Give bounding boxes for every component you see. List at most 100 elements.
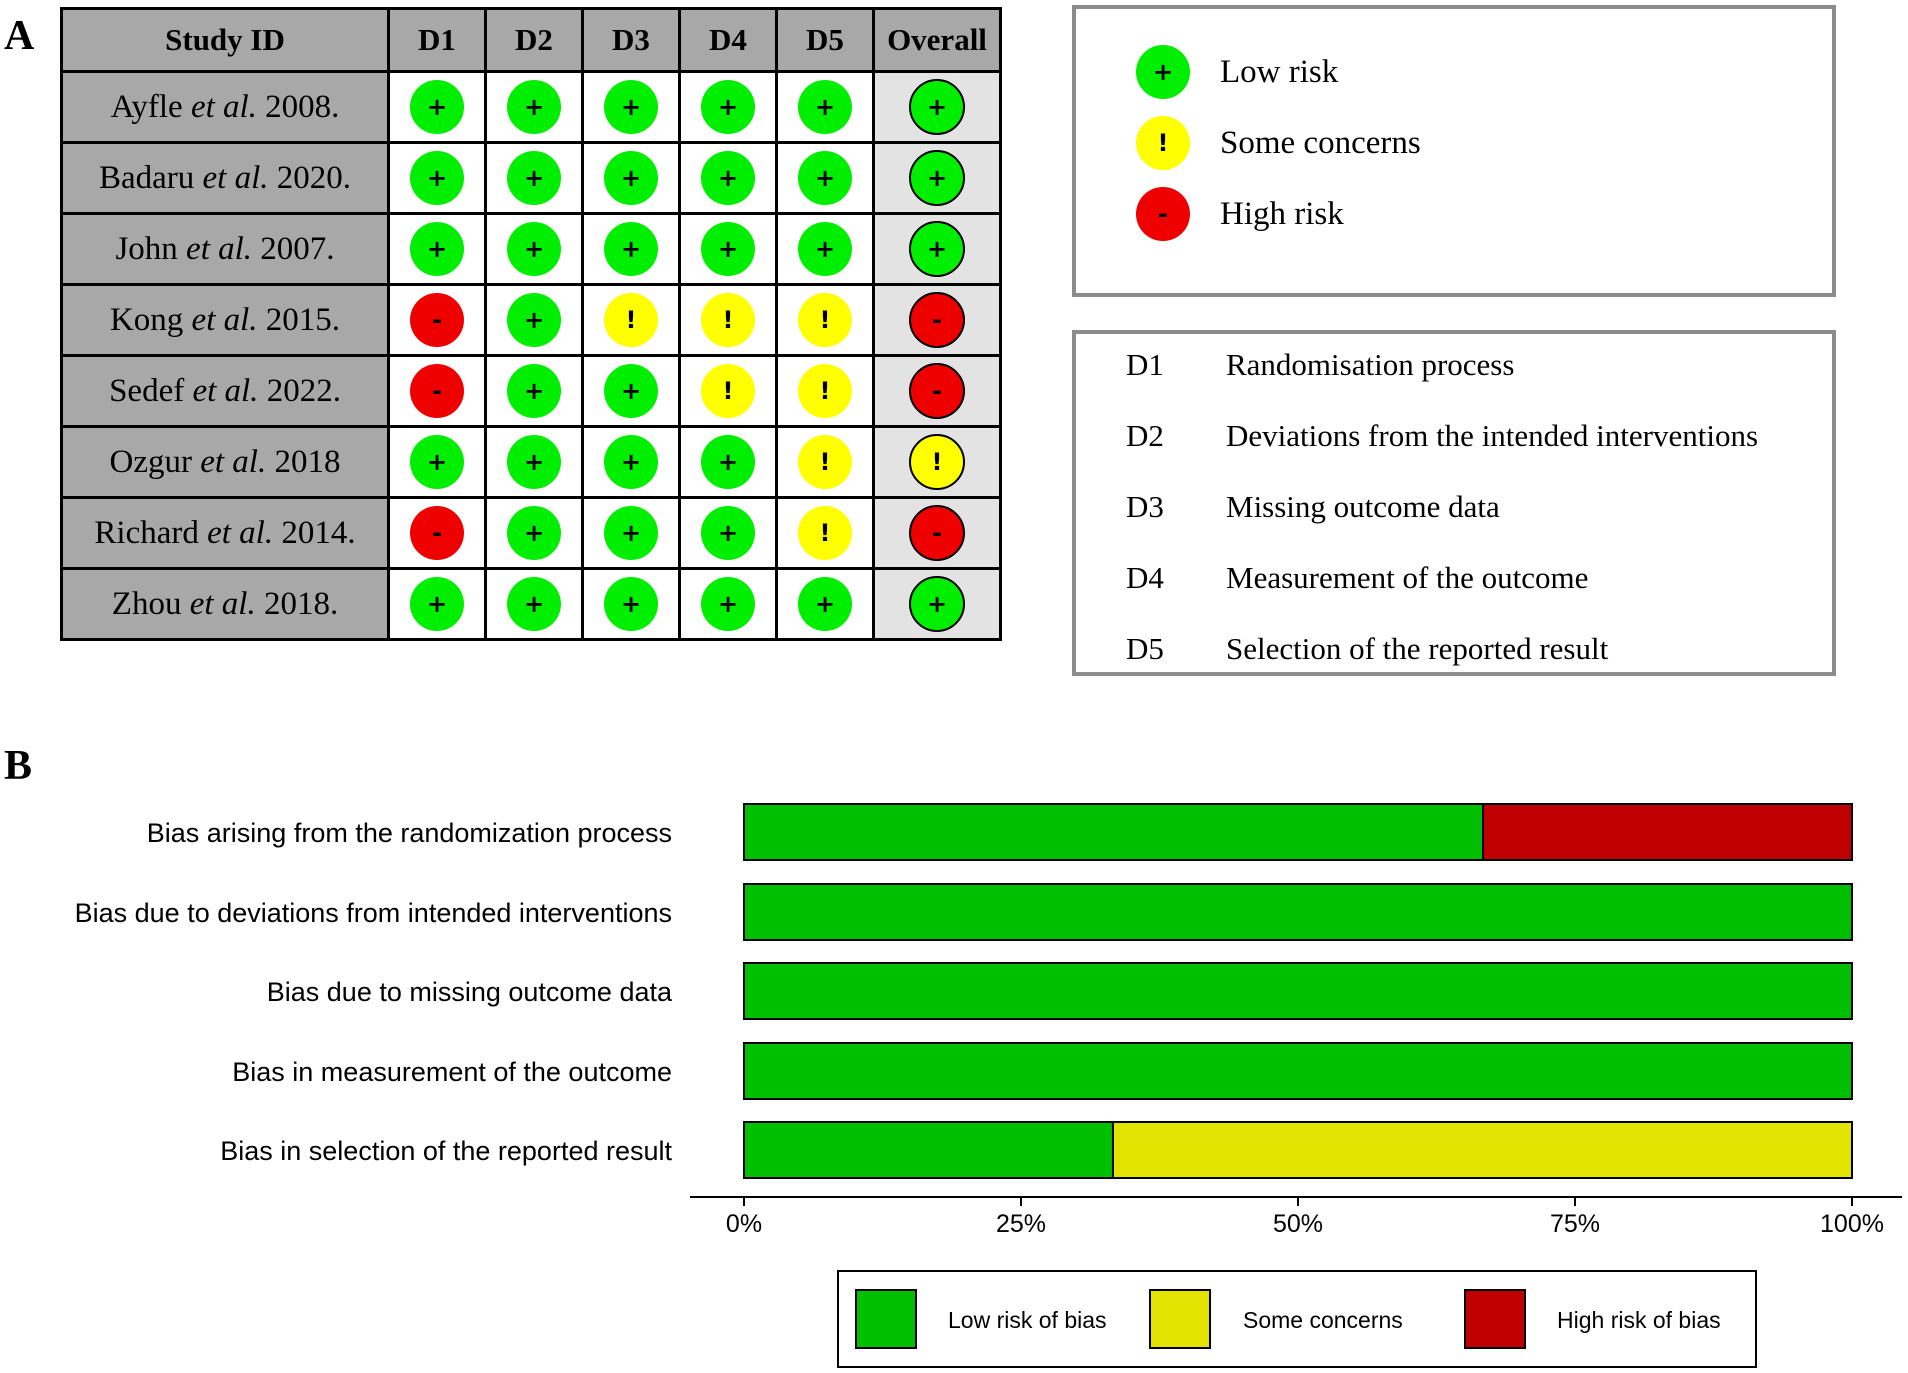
header-d3: D3	[581, 7, 681, 73]
x-tick-label: 0%	[726, 1210, 762, 1238]
domain-item-d4: D4 Measurement of the outcome	[1126, 560, 1588, 596]
judgment-cell-d1: +	[387, 70, 487, 144]
judgment-cell-d4: +	[678, 496, 778, 570]
judgment-cell-d1: +	[387, 567, 487, 641]
category-label: Bias in measurement of the outcome	[232, 1057, 672, 1087]
legend-label-some-concerns: Some concerns	[1220, 124, 1421, 161]
x-tick-label: 25%	[996, 1210, 1046, 1238]
judgment-icon: +	[701, 506, 755, 560]
judgment-icon: +	[410, 435, 464, 489]
judgment-icon: !	[798, 364, 852, 418]
study-etal: et al.	[189, 585, 256, 622]
judgment-icon: +	[701, 151, 755, 205]
judgment-icon: +	[507, 364, 561, 418]
domain-code: D5	[1126, 631, 1164, 666]
legend-label: Some concerns	[1243, 1307, 1403, 1333]
legend-label-high-risk: High risk	[1220, 195, 1344, 232]
judgment-cell-d4: +	[678, 425, 778, 499]
judgment-icon: !	[798, 293, 852, 347]
study-author: Ozgur	[109, 443, 201, 480]
some-concerns-icon: !	[1136, 116, 1190, 170]
study-year: 2015.	[257, 301, 341, 338]
judgment-cell-d5: +	[775, 70, 875, 144]
table-row: Badaru et al. 2020. + + + + + +	[60, 141, 1002, 215]
bar-segment	[743, 1121, 1114, 1179]
judgment-cell-d5: +	[775, 141, 875, 215]
judgment-cell-d4: +	[678, 212, 778, 286]
judgment-cell-d2: +	[484, 354, 584, 428]
x-tick-label: 100%	[1820, 1210, 1884, 1238]
judgment-cell-d1: +	[387, 212, 487, 286]
x-tick-label: 75%	[1550, 1210, 1600, 1238]
judgment-cell-d3: +	[581, 496, 681, 570]
overall-judgment-icon: +	[909, 79, 965, 135]
judgment-icon: !	[604, 293, 658, 347]
judgment-cell-d5: !	[775, 354, 875, 428]
overall-cell: -	[872, 283, 1002, 357]
judgment-cell-d1: -	[387, 354, 487, 428]
legend-swatch	[1149, 1289, 1211, 1349]
legend-item-high-risk: - High risk	[1136, 187, 1344, 241]
study-id-cell: Ayfle et al. 2008.	[60, 70, 390, 144]
table-header-row: Study ID D1 D2 D3 D4 D5 Overall	[60, 7, 1002, 73]
legend-item-some-concerns: ! Some concerns	[1136, 116, 1421, 170]
table-row: Kong et al. 2015. - +!!! -	[60, 283, 1002, 357]
judgment-cell-d4: !	[678, 283, 778, 357]
study-id-cell: Sedef et al. 2022.	[60, 354, 390, 428]
overall-judgment-icon: -	[909, 292, 965, 348]
judgment-legend: + Low risk ! Some concerns - High risk	[1072, 5, 1836, 297]
judgment-cell-d2: +	[484, 283, 584, 357]
overall-judgment-icon: +	[909, 576, 965, 632]
judgment-icon: +	[507, 222, 561, 276]
study-etal: et al.	[207, 514, 274, 551]
table-row: Richard et al. 2014. - + + +! -	[60, 496, 1002, 570]
judgment-icon: +	[604, 577, 658, 631]
judgment-cell-d3: +	[581, 70, 681, 144]
legend-swatch	[855, 1289, 917, 1349]
domain-label: Measurement of the outcome	[1226, 560, 1589, 595]
judgment-cell-d5: +	[775, 212, 875, 286]
study-author: John	[115, 230, 187, 267]
judgment-icon: +	[604, 80, 658, 134]
judgment-icon: +	[701, 577, 755, 631]
judgment-cell-d2: +	[484, 425, 584, 499]
header-study-id: Study ID	[60, 7, 390, 73]
judgment-icon: !	[798, 506, 852, 560]
legend-swatch	[1464, 1289, 1526, 1349]
judgment-icon: +	[507, 293, 561, 347]
judgment-icon: -	[410, 506, 464, 560]
study-etal: et al.	[186, 230, 253, 267]
judgment-cell-d3: +	[581, 212, 681, 286]
domain-item-d5: D5 Selection of the reported result	[1126, 631, 1608, 667]
domain-code: D2	[1126, 418, 1164, 453]
table-row: John et al. 2007. + + + + + +	[60, 212, 1002, 286]
bar-segment	[1111, 1121, 1853, 1179]
judgment-cell-d2: +	[484, 70, 584, 144]
judgment-icon: +	[507, 151, 561, 205]
study-id-cell: John et al. 2007.	[60, 212, 390, 286]
panel-a-label: A	[4, 13, 35, 59]
overall-cell: +	[872, 70, 1002, 144]
judgment-icon: +	[604, 222, 658, 276]
study-year: 2018.	[255, 585, 339, 622]
judgment-cell-d3: +	[581, 141, 681, 215]
domain-code: D1	[1126, 347, 1164, 382]
judgment-cell-d3: !	[581, 283, 681, 357]
judgment-icon: +	[507, 506, 561, 560]
study-etal: et al.	[200, 443, 267, 480]
judgment-cell-d5: !	[775, 425, 875, 499]
judgment-icon: !	[701, 293, 755, 347]
overall-judgment-icon: !	[909, 434, 965, 490]
bar-segment	[743, 803, 1485, 861]
judgment-icon: +	[604, 151, 658, 205]
judgment-cell-d2: +	[484, 567, 584, 641]
study-author: Badaru	[98, 159, 203, 196]
judgment-cell-d5: !	[775, 283, 875, 357]
judgment-cell-d2: +	[484, 141, 584, 215]
judgment-cell-d4: +	[678, 70, 778, 144]
legend-label-low-risk: Low risk	[1220, 53, 1339, 90]
judgment-icon: +	[410, 222, 464, 276]
legend-label: High risk of bias	[1557, 1307, 1721, 1333]
header-d1: D1	[387, 7, 487, 73]
